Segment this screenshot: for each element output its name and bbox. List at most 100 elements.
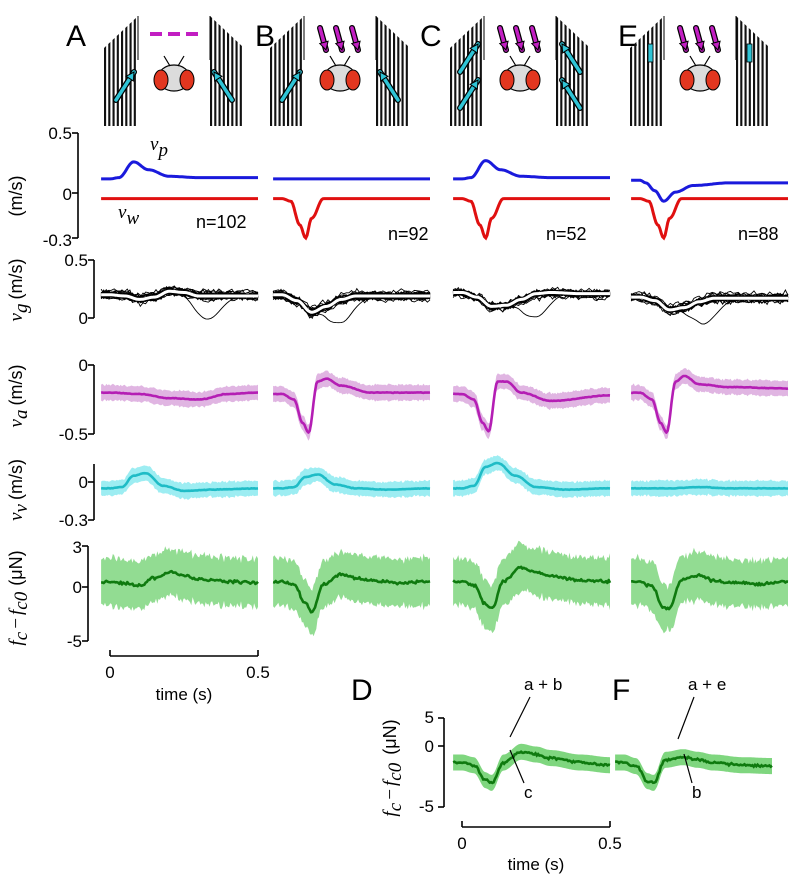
stripe-panel-icon xyxy=(581,40,584,126)
series-vv-E xyxy=(631,485,788,490)
stimulus-icons xyxy=(104,16,768,126)
motion-arrow-icon-head xyxy=(561,43,571,54)
stripe-panel-icon xyxy=(655,22,658,126)
band-va-B xyxy=(273,370,430,441)
y-label-va-sub: a xyxy=(11,410,32,420)
y-label-vg-units: (m/s) xyxy=(6,259,26,300)
fly-eye-icon xyxy=(499,69,515,91)
y-label-f-units: (μN) xyxy=(6,550,26,585)
stripe-panel-icon xyxy=(393,32,396,126)
vg-trace-line xyxy=(272,295,431,319)
vg-traces-B xyxy=(272,287,431,324)
wind-arrow-icon-head xyxy=(530,40,541,52)
fly-eye-icon xyxy=(705,69,721,91)
stripe-panel-icon xyxy=(564,24,567,126)
y-label-f-sub: c xyxy=(11,631,32,640)
stripe-panel-icon xyxy=(568,28,571,126)
stripe-panel-icon xyxy=(458,38,461,126)
stripe-panel-icon xyxy=(573,32,576,126)
wind-arrow-icon-head xyxy=(318,40,329,52)
stripe-panel-icon xyxy=(121,30,124,126)
tick-vv-0: 0 xyxy=(79,473,88,492)
legend-vp: vp xyxy=(150,134,168,161)
stripe-panel-icon xyxy=(274,42,277,126)
svg-text:vg(m/s): vg (m/s) xyxy=(6,259,32,322)
inset-D-xtick-0: 0 xyxy=(457,834,466,853)
fly-antenna-icon xyxy=(509,55,531,67)
fly-antenna-icon xyxy=(689,55,711,67)
y-label-vv: vv (m/s) xyxy=(6,459,32,521)
series-vg-mean-B xyxy=(273,293,430,314)
stripe-panel-icon xyxy=(744,24,747,126)
series-f-B xyxy=(272,572,431,614)
series-va-E xyxy=(631,374,789,434)
series-va-C xyxy=(453,380,611,433)
inset-series-F xyxy=(615,755,773,785)
y-label-va-units: (m/s) xyxy=(6,365,26,406)
vg-trace-line xyxy=(452,292,611,313)
y-label-f-sym: f xyxy=(6,638,27,646)
legend-vw-sub: w xyxy=(126,208,139,229)
motion-arrow-icon-head xyxy=(469,79,479,90)
fly-eye-icon xyxy=(153,69,169,91)
wind-arrow-icon-head xyxy=(498,40,509,52)
stripe-panel-icon xyxy=(210,16,213,126)
wind-arrow-icon-head xyxy=(694,40,705,52)
wind-arrow-icon-head xyxy=(350,40,361,52)
stripe-panel-icon xyxy=(227,32,230,126)
series-vw-C xyxy=(453,197,610,241)
n-label-B: n=92 xyxy=(388,224,429,244)
vg-trace-line xyxy=(101,292,259,308)
motion-arrow-icon-head xyxy=(469,43,479,54)
y-label-f: fc−fc0(μN) xyxy=(6,550,32,645)
stripe-panel-icon xyxy=(401,40,404,126)
panel-label-B: B xyxy=(255,20,275,53)
panel-label-D: D xyxy=(351,674,373,707)
annot-F-bottom-leader xyxy=(683,753,693,784)
tick-vg-0: 0.5 xyxy=(64,251,88,270)
time-axis-label: time (s) xyxy=(156,685,213,704)
stimulus-icon-E xyxy=(630,16,768,126)
series-vg-mean-E xyxy=(631,295,788,312)
annot-F-bottom: b xyxy=(692,783,701,802)
stimulus-icon-A xyxy=(104,16,242,126)
y-label-vv-units: (m/s) xyxy=(6,459,26,500)
panel-label-C: C xyxy=(420,20,442,53)
tick-vstim-2: -0.3 xyxy=(43,231,72,250)
stripe-panel-icon xyxy=(454,42,457,126)
stripe-panel-icon xyxy=(270,46,273,126)
stripe-panel-icon xyxy=(651,26,654,126)
time-axis-main: 0 0.5 time (s) xyxy=(105,650,270,704)
svg-text:fc−fc0(μN): fc−fc0(μN) xyxy=(380,719,406,816)
panel-label-E: E xyxy=(618,20,638,53)
stripe-panel-icon xyxy=(475,22,478,126)
wind-arrow-icon-head xyxy=(678,40,689,52)
fly-antenna-icon xyxy=(163,55,185,67)
band-vv-C xyxy=(453,455,610,499)
inset-y-label-sym2: f xyxy=(380,778,401,786)
wind-arrow-icon-head xyxy=(514,40,525,52)
tick-vstim-1: 0 xyxy=(63,185,72,204)
series-f-E xyxy=(631,573,789,611)
annot-D-top: a + b xyxy=(524,675,562,694)
tick-f-2: -5 xyxy=(67,632,82,651)
fly-eye-icon xyxy=(345,69,361,91)
inset-series-D xyxy=(452,750,611,785)
vg-traces-C xyxy=(452,286,611,318)
inset-D-y-label: fc−fc0(μN) xyxy=(380,719,406,816)
tick-vv-1: -0.3 xyxy=(59,511,88,530)
motion-arrow-icon-head xyxy=(213,71,223,82)
svg-text:fc−fc0(μN): fc−fc0(μN) xyxy=(6,550,32,645)
series-vv-B xyxy=(273,473,431,492)
n-label-A: n=102 xyxy=(196,212,247,232)
series-va-A xyxy=(100,391,258,401)
panel-label-A: A xyxy=(66,20,86,53)
fly-eye-icon xyxy=(179,69,195,91)
stripe-panel-icon xyxy=(222,28,225,126)
inset-y-label-sym: f xyxy=(380,809,401,817)
stripe-panel-icon xyxy=(405,44,408,126)
stripe-panel-icon xyxy=(282,34,285,126)
vg-trace-line xyxy=(630,291,789,310)
stripe-panel-icon xyxy=(748,28,751,126)
